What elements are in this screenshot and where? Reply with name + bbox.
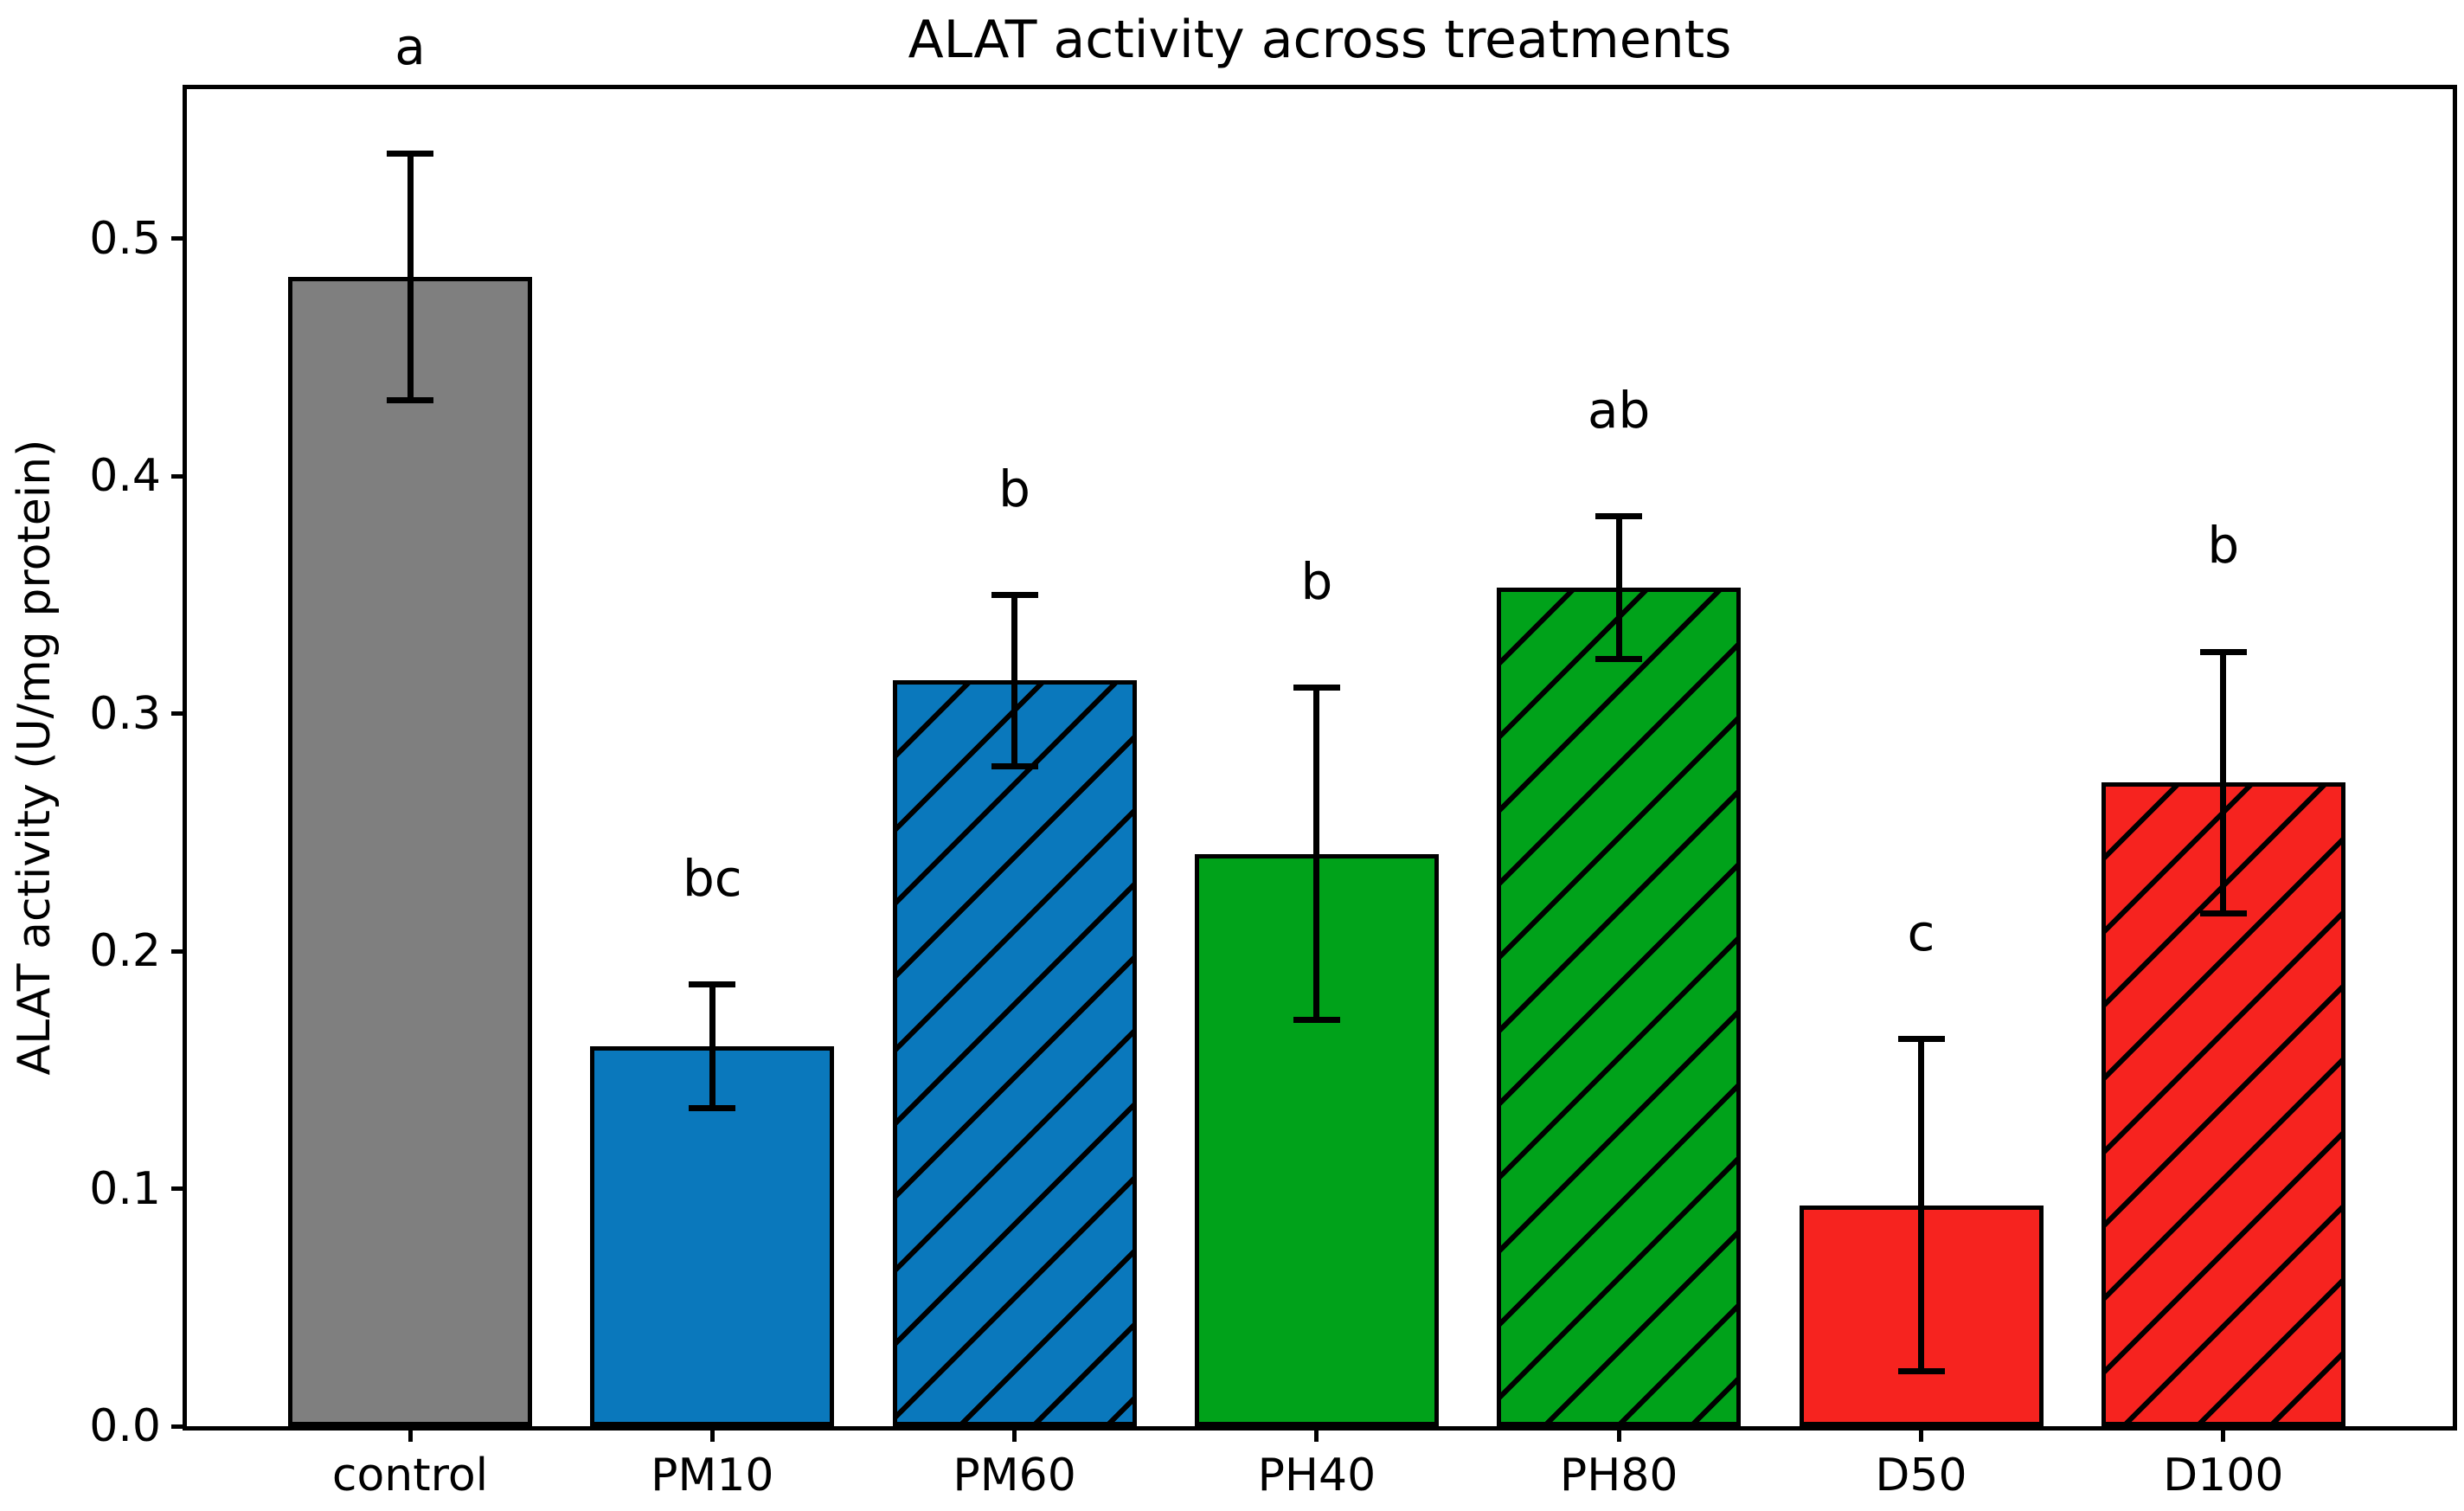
y-tick-label: 0.0 bbox=[89, 1400, 161, 1452]
error-bar-cap-d100 bbox=[2199, 648, 2247, 655]
bar-ph80 bbox=[1497, 588, 1742, 1426]
sig-letter-ph80: ab bbox=[1588, 380, 1651, 440]
y-tick-label: 0.3 bbox=[89, 687, 161, 740]
y-tick-mark bbox=[171, 473, 187, 479]
chart-title: ALAT activity across treatments bbox=[908, 10, 1732, 70]
y-axis-label: ALAT activity (U/mg protein) bbox=[9, 439, 61, 1076]
x-tick-mark bbox=[709, 1426, 715, 1442]
error-bar-cap-pm60 bbox=[991, 762, 1038, 769]
error-bar-cap-d100 bbox=[2199, 910, 2247, 916]
error-bar-cap-control bbox=[387, 396, 433, 403]
sig-letter-d100: b bbox=[2207, 516, 2240, 575]
error-bar-cap-ph40 bbox=[1293, 1017, 1340, 1024]
y-tick-mark bbox=[171, 948, 187, 954]
error-bar-cap-ph40 bbox=[1293, 685, 1340, 691]
sig-letter-ph40: b bbox=[1300, 551, 1333, 611]
error-bar-line-pm60 bbox=[1011, 595, 1018, 767]
error-bar-cap-ph80 bbox=[1595, 513, 1643, 520]
error-bar-line-ph40 bbox=[1313, 687, 1320, 1020]
error-bar-line-ph80 bbox=[1615, 516, 1622, 659]
x-tick-label-ph40: PH40 bbox=[1257, 1450, 1376, 1501]
x-tick-label-control: control bbox=[331, 1450, 489, 1501]
plot-frame bbox=[183, 85, 2457, 1431]
error-bar-line-d50 bbox=[1918, 1038, 1924, 1372]
y-tick-mark bbox=[171, 236, 187, 241]
sig-letter-pm10: bc bbox=[682, 848, 742, 908]
sig-letter-pm60: b bbox=[998, 459, 1031, 518]
y-tick-mark bbox=[171, 1424, 187, 1429]
bar-pm60 bbox=[892, 680, 1137, 1426]
y-tick-label: 0.1 bbox=[89, 1162, 161, 1215]
x-tick-mark bbox=[2221, 1426, 2226, 1442]
error-bar-cap-d50 bbox=[1897, 1368, 1945, 1375]
x-tick-label-pm60: PM60 bbox=[953, 1450, 1076, 1501]
x-tick-label-ph80: PH80 bbox=[1559, 1450, 1678, 1501]
y-tick-label: 0.2 bbox=[89, 925, 161, 978]
x-tick-mark bbox=[407, 1426, 413, 1442]
error-bar-cap-d50 bbox=[1897, 1036, 1945, 1043]
error-bar-line-pm10 bbox=[709, 984, 715, 1109]
y-tick-mark bbox=[171, 1186, 187, 1192]
x-tick-mark bbox=[1012, 1426, 1017, 1442]
x-tick-mark bbox=[1616, 1426, 1621, 1442]
x-tick-label-d50: D50 bbox=[1875, 1450, 1967, 1501]
error-bar-cap-pm10 bbox=[689, 1104, 736, 1111]
error-bar-cap-ph80 bbox=[1595, 656, 1643, 663]
error-bar-line-d100 bbox=[2220, 652, 2227, 914]
bar-control bbox=[288, 276, 532, 1426]
y-tick-label: 0.5 bbox=[89, 212, 161, 265]
x-tick-mark bbox=[1919, 1426, 1923, 1442]
error-bar-cap-pm60 bbox=[991, 592, 1038, 599]
error-bar-cap-pm10 bbox=[689, 981, 736, 988]
x-tick-label-pm10: PM10 bbox=[651, 1450, 774, 1501]
error-bar-line-control bbox=[407, 153, 414, 401]
y-tick-mark bbox=[171, 711, 187, 717]
x-tick-mark bbox=[1314, 1426, 1319, 1442]
y-tick-label: 0.4 bbox=[89, 450, 161, 503]
error-bar-cap-control bbox=[387, 150, 433, 157]
x-tick-label-d100: D100 bbox=[2163, 1450, 2284, 1501]
sig-letter-d50: c bbox=[1907, 903, 1935, 962]
sig-letter-control: a bbox=[395, 17, 426, 77]
